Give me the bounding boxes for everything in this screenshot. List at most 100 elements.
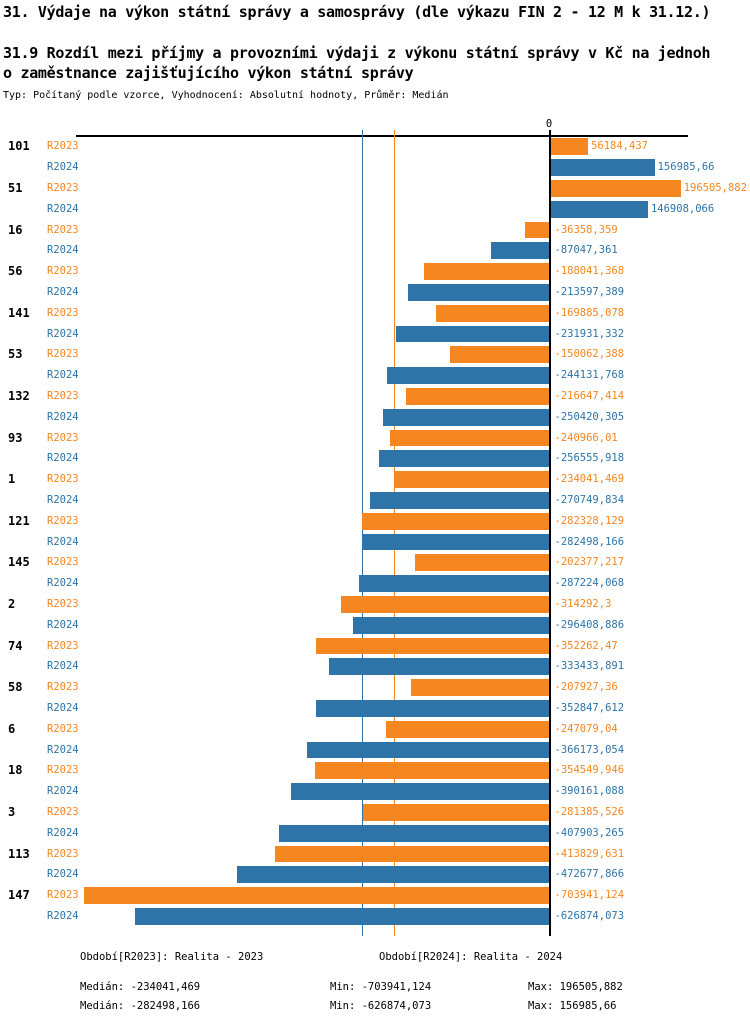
category-label-6: 6 xyxy=(8,721,16,736)
series-label-r2024: R2024 xyxy=(47,910,79,922)
category-label-3: 3 xyxy=(8,805,16,819)
bar-r2024-18 xyxy=(291,783,549,800)
category-label-16: 16 xyxy=(8,222,23,237)
stat-max-r2023: Max: 196505,882 xyxy=(528,981,623,993)
category-label-132: 132 xyxy=(8,389,30,403)
category-label-93: 93 xyxy=(8,430,23,445)
value-label-r2023-53: -150062,388 xyxy=(554,348,625,361)
category-label-145: 145 xyxy=(8,555,30,570)
series-label-r2024: R2024 xyxy=(47,826,79,839)
stat-median-r2024: Medián: -282498,166 xyxy=(80,999,201,1012)
series-label-r2023: R2023 xyxy=(47,847,79,860)
bar-r2023-53 xyxy=(449,346,549,364)
series-label-r2024: R2024 xyxy=(47,577,79,590)
value-label-r2024-101: 156985,66 xyxy=(657,161,715,174)
series-label-r2023: R2023 xyxy=(47,182,79,194)
bar-r2023-56 xyxy=(424,263,549,280)
series-label-r2024: R2024 xyxy=(47,535,79,548)
value-label-r2023-147: -703941,124 xyxy=(554,889,625,902)
median-line-r2023 xyxy=(394,130,396,936)
bar-r2024-147 xyxy=(134,908,549,925)
bar-r2024-16 xyxy=(491,242,549,260)
series-label-r2023: R2023 xyxy=(47,514,79,527)
bar-r2024-145 xyxy=(359,575,549,592)
bar-r2023-121 xyxy=(362,512,549,530)
bar-r2023-101 xyxy=(551,138,589,156)
series-label-r2023: R2023 xyxy=(47,764,79,777)
series-label-r2024: R2024 xyxy=(47,452,79,465)
report-subtitle-line-1: 31.9 Rozdíl mezi příjmy a provozními výd… xyxy=(3,44,711,62)
bar-r2024-1 xyxy=(369,492,549,509)
value-label-r2023-51: 196505,882 xyxy=(683,182,747,194)
bar-r2023-93 xyxy=(389,429,549,447)
x-axis-line xyxy=(76,135,688,137)
bar-r2023-147 xyxy=(83,887,549,904)
stat-max-r2024: Max: 156985,66 xyxy=(528,999,617,1012)
category-label-58: 58 xyxy=(8,680,23,695)
value-label-r2023-58: -207927,36 xyxy=(554,681,618,694)
value-label-r2023-56: -188041,368 xyxy=(554,265,625,278)
category-label-147: 147 xyxy=(8,888,30,903)
series-label-r2024: R2024 xyxy=(47,743,79,756)
category-label-74: 74 xyxy=(8,638,23,653)
series-label-r2023: R2023 xyxy=(47,306,79,319)
bar-r2023-145 xyxy=(415,554,549,572)
bar-r2024-56 xyxy=(407,284,549,301)
legend-item-r2023: Období[R2023]: Realita - 2023 xyxy=(80,951,264,963)
value-label-r2023-74: -352262,47 xyxy=(554,639,618,652)
value-label-r2023-113: -413829,631 xyxy=(554,847,625,860)
series-label-r2023: R2023 xyxy=(47,431,79,444)
bar-r2024-74 xyxy=(328,658,549,676)
stat-min-r2023: Min: -703941,124 xyxy=(330,981,432,993)
category-label-141: 141 xyxy=(8,305,30,320)
bar-r2023-51 xyxy=(551,180,681,197)
value-label-r2023-121: -282328,129 xyxy=(554,514,625,527)
value-label-r2023-16: -36358,359 xyxy=(554,223,618,236)
category-label-2: 2 xyxy=(8,597,16,611)
value-label-r2024-2: -296408,886 xyxy=(554,618,625,631)
series-label-r2024: R2024 xyxy=(47,286,79,298)
bar-r2024-3 xyxy=(279,824,549,842)
value-label-r2023-141: -169885,078 xyxy=(554,306,625,319)
bar-r2024-132 xyxy=(383,408,549,426)
value-label-r2024-147: -626874,073 xyxy=(554,910,625,922)
value-label-r2024-121: -282498,166 xyxy=(554,535,625,548)
zero-tick-label: 0 xyxy=(545,118,553,130)
series-label-r2024: R2024 xyxy=(47,410,79,423)
series-label-r2024: R2024 xyxy=(47,618,79,631)
stat-min-r2024: Min: -626874,073 xyxy=(330,999,432,1012)
series-label-r2023: R2023 xyxy=(47,348,79,361)
stat-median-r2023: Medián: -234041,469 xyxy=(80,981,201,993)
series-label-r2024: R2024 xyxy=(47,327,79,340)
value-label-r2023-1: -234041,469 xyxy=(554,473,625,486)
series-label-r2024: R2024 xyxy=(47,868,79,881)
value-label-r2023-6: -247079,04 xyxy=(554,722,618,735)
series-label-r2023: R2023 xyxy=(47,223,79,236)
series-label-r2024: R2024 xyxy=(47,785,79,798)
value-label-r2024-113: -472677,866 xyxy=(554,868,625,881)
zero-axis-line xyxy=(548,130,552,936)
bar-r2023-2 xyxy=(341,596,549,613)
category-label-101: 101 xyxy=(8,139,30,154)
value-label-r2024-1: -270749,834 xyxy=(554,494,625,506)
category-label-51: 51 xyxy=(8,181,23,195)
category-label-1: 1 xyxy=(8,472,16,487)
series-label-r2023: R2023 xyxy=(47,722,79,735)
series-label-r2023: R2023 xyxy=(47,806,79,818)
bar-r2023-18 xyxy=(314,762,549,780)
value-label-r2024-141: -231931,332 xyxy=(554,327,625,340)
series-label-r2023: R2023 xyxy=(47,390,79,402)
value-label-r2024-16: -87047,361 xyxy=(554,244,618,257)
bar-r2023-58 xyxy=(411,679,549,696)
category-label-113: 113 xyxy=(8,846,30,861)
value-label-r2024-132: -250420,305 xyxy=(554,410,625,423)
median-line-r2024 xyxy=(362,130,364,936)
series-label-r2024: R2024 xyxy=(47,702,79,714)
value-label-r2024-51: 146908,066 xyxy=(650,202,715,215)
value-label-r2023-93: -240966,01 xyxy=(554,431,618,444)
value-label-r2024-53: -244131,768 xyxy=(554,369,625,382)
series-label-r2023: R2023 xyxy=(47,889,79,902)
value-label-r2024-145: -287224,068 xyxy=(554,577,625,590)
bar-r2023-132 xyxy=(405,388,549,405)
